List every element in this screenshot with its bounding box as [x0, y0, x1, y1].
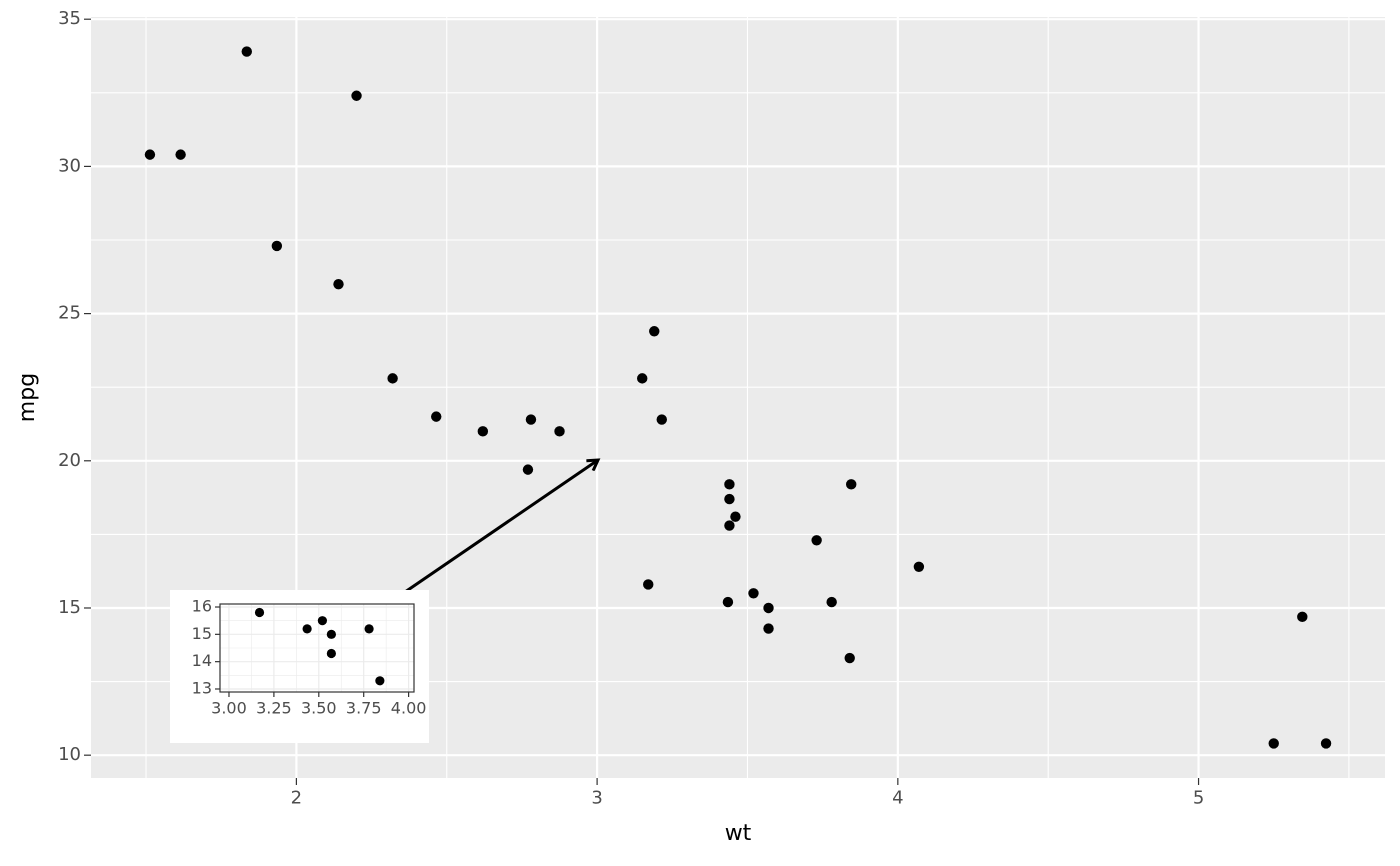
- point: [763, 602, 774, 614]
- point: [724, 520, 735, 531]
- point: [656, 414, 667, 425]
- point: [522, 464, 534, 475]
- inset-plot: 3.00 3.25 3.50 3.75 4.00 13 14 15 16: [192, 597, 427, 718]
- y-tick-label: 15: [58, 597, 81, 618]
- point: [302, 624, 312, 634]
- point: [326, 648, 336, 659]
- point: [144, 149, 156, 160]
- point: [364, 624, 374, 634]
- x-axis-title: wt: [725, 821, 752, 846]
- point: [722, 596, 734, 608]
- point: [431, 411, 442, 422]
- y-tick-label: 20: [58, 450, 81, 471]
- y-tick-label: 13: [192, 678, 212, 697]
- x-tick-label: 3.00: [211, 699, 247, 718]
- point: [649, 326, 660, 337]
- y-tick-label: 25: [58, 303, 81, 324]
- point: [375, 676, 385, 686]
- point: [477, 426, 489, 437]
- point: [525, 414, 537, 425]
- y-tick-label: 30: [58, 155, 81, 176]
- point: [241, 46, 252, 57]
- point: [763, 623, 774, 634]
- point: [844, 652, 855, 664]
- point: [554, 426, 565, 437]
- y-tick-label: 14: [192, 651, 212, 670]
- x-tick-label: 4: [892, 788, 903, 809]
- point: [811, 535, 822, 546]
- point: [724, 493, 735, 505]
- point: [387, 373, 398, 384]
- point: [826, 596, 837, 608]
- point: [643, 579, 654, 590]
- y-tick-label: 35: [58, 8, 81, 29]
- point: [326, 629, 336, 639]
- point: [1320, 738, 1332, 749]
- point: [1268, 738, 1279, 749]
- point: [254, 607, 265, 618]
- point: [913, 561, 925, 572]
- x-tick-label: 3.25: [256, 699, 292, 718]
- point: [724, 479, 735, 490]
- panel-border: [219, 603, 415, 693]
- x-tick-label: 4.00: [391, 699, 427, 718]
- x-tick-label: 5: [1193, 788, 1204, 809]
- point: [1297, 611, 1308, 623]
- point: [730, 511, 741, 522]
- x-tick-label: 2: [291, 788, 302, 809]
- x-tick-label: 3.75: [346, 699, 382, 718]
- point: [333, 278, 344, 290]
- point: [637, 373, 648, 384]
- arrow: [404, 460, 598, 594]
- x-tick-label: 3.50: [301, 699, 337, 718]
- y-tick-label: 15: [192, 624, 212, 643]
- y-axis-title: mpg: [15, 373, 40, 422]
- point: [175, 149, 186, 160]
- point: [271, 240, 283, 252]
- point: [351, 90, 362, 101]
- point: [748, 588, 759, 599]
- point: [846, 479, 857, 490]
- x-tick-label: 3: [591, 788, 602, 809]
- y-tick-label: 16: [192, 597, 212, 616]
- y-tick-label: 10: [58, 744, 81, 765]
- point: [317, 616, 327, 626]
